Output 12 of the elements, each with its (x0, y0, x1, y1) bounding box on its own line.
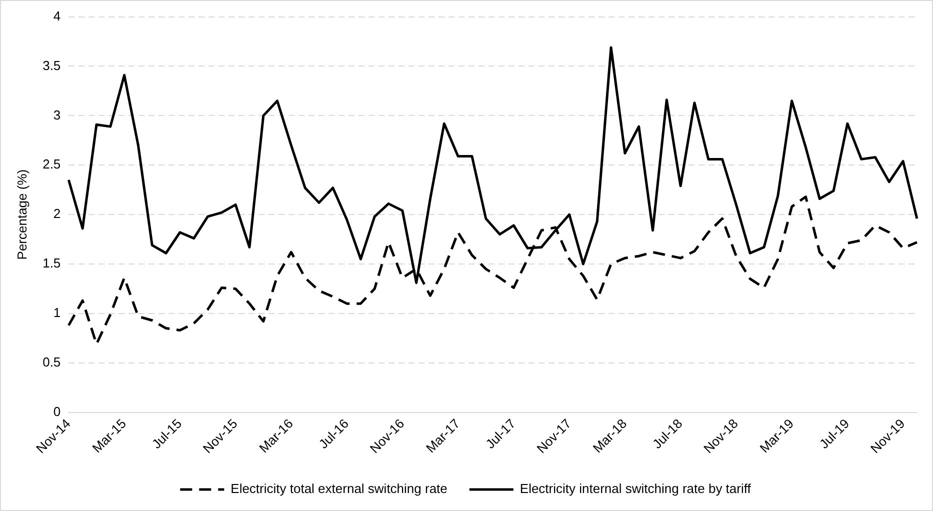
legend-label: Electricity internal switching rate by tariff (520, 481, 752, 496)
y-tick-label: 2.5 (42, 156, 61, 172)
y-tick-label: 0 (53, 404, 61, 419)
y-tick-label: 1 (53, 305, 61, 320)
y-tick-label: 3 (53, 107, 61, 122)
y-tick-label: 3.5 (42, 58, 61, 73)
legend-label: Electricity total external switching rate (230, 481, 448, 496)
y-tick-label: 0.5 (42, 354, 61, 370)
y-tick-label: 2 (53, 206, 61, 222)
y-tick-label: 1.5 (42, 256, 61, 271)
y-axis-title: Percentage (%) (14, 169, 30, 260)
y-tick-label: 4 (53, 8, 61, 24)
